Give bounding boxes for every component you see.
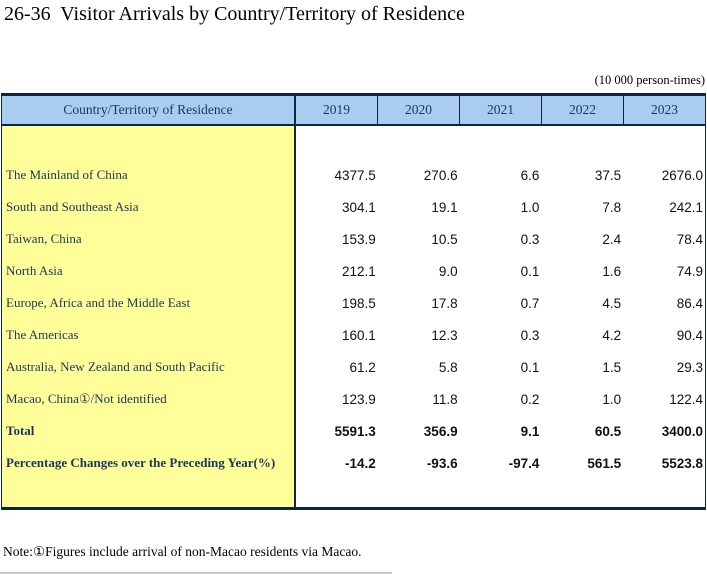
value-cell: 0.7 xyxy=(520,295,540,311)
table-row: North Asia 212.1 9.0 0.1 1.6 74.9 xyxy=(2,255,705,287)
unit-note: (10 000 person-times) xyxy=(594,73,705,87)
table-row: The Americas 160.1 12.3 0.3 4.2 90.4 xyxy=(2,319,705,351)
value-cell: 86.4 xyxy=(676,295,703,311)
column-header-2022: 2022 xyxy=(542,96,624,124)
row-label-cell xyxy=(2,479,296,507)
value-cell: 61.2 xyxy=(349,359,376,375)
value-cell: 1.0 xyxy=(602,391,622,407)
row-label: North Asia xyxy=(2,255,296,287)
spacer-row-bottom xyxy=(2,479,705,507)
value-cell xyxy=(623,479,705,507)
row-label: Percentage Changes over the Preceding Ye… xyxy=(2,447,296,479)
value-cell xyxy=(296,126,378,159)
value-cell: 270.6 xyxy=(423,167,458,183)
value-cell: 78.4 xyxy=(676,231,703,247)
row-label: South and Southeast Asia xyxy=(2,191,296,223)
value-cell: 198.5 xyxy=(342,295,376,311)
value-cell: -97.4 xyxy=(508,455,540,471)
table-body: The Mainland of China 4377.5 270.6 6.6 3… xyxy=(2,126,705,510)
table-row: Macao, China①/Not identified 123.9 11.8 … xyxy=(2,383,705,415)
value-cell: 123.9 xyxy=(342,391,376,407)
value-cell: 212.1 xyxy=(342,263,376,279)
value-cell: 0.3 xyxy=(520,327,540,343)
value-cell: 1.5 xyxy=(602,359,622,375)
value-cell: 29.3 xyxy=(676,359,703,375)
footnote: Note:①Figures include arrival of non-Mac… xyxy=(3,544,362,559)
row-label: Europe, Africa and the Middle East xyxy=(2,287,296,319)
value-cell: 153.9 xyxy=(342,231,376,247)
value-cell: 11.8 xyxy=(432,391,458,407)
value-cell xyxy=(378,126,460,159)
value-cell: 17.8 xyxy=(431,295,458,311)
value-cell: 9.1 xyxy=(520,423,540,439)
value-cell: 5591.3 xyxy=(334,423,376,439)
value-cell xyxy=(623,126,705,159)
value-cell: 0.2 xyxy=(520,391,540,407)
value-cell: 5523.8 xyxy=(661,455,703,471)
value-cell: -14.2 xyxy=(345,455,376,471)
value-cell: 2.4 xyxy=(602,231,622,247)
value-cell xyxy=(378,479,460,507)
value-cell: 12.3 xyxy=(431,327,458,343)
row-label: Taiwan, China xyxy=(2,223,296,255)
value-cell: 37.5 xyxy=(594,167,622,183)
value-cell xyxy=(460,126,542,159)
value-cell: 9.0 xyxy=(438,263,458,279)
row-label: The Mainland of China xyxy=(2,159,296,191)
column-header-2023: 2023 xyxy=(651,102,678,117)
row-label: Macao, China①/Not identified xyxy=(2,383,296,415)
value-cell: 242.1 xyxy=(669,199,703,215)
value-cell: 0.1 xyxy=(520,359,540,375)
value-cell: 4.2 xyxy=(602,327,622,343)
table-row: Europe, Africa and the Middle East 198.5… xyxy=(2,287,705,319)
value-cell: 0.1 xyxy=(520,263,540,279)
value-cell: 5.8 xyxy=(438,359,458,375)
next-content-sliver xyxy=(0,572,392,574)
value-cell: 90.4 xyxy=(676,327,703,343)
value-cell: 2676.0 xyxy=(661,167,703,183)
value-cell: 6.6 xyxy=(520,167,540,183)
value-cell: 122.4 xyxy=(669,391,703,407)
value-cell: 304.1 xyxy=(342,199,376,215)
row-label: The Americas xyxy=(2,319,296,351)
column-header-2019: 2019 xyxy=(296,96,378,124)
row-label-cell xyxy=(2,126,296,159)
value-cell: 4.5 xyxy=(602,295,622,311)
table-row: Taiwan, China 153.9 10.5 0.3 2.4 78.4 xyxy=(2,223,705,255)
value-cell: 356.9 xyxy=(423,423,458,439)
value-cell: 19.1 xyxy=(431,199,458,215)
value-cell: 1.6 xyxy=(602,263,622,279)
table-header-row: Country/Territory of Residence 2019 2020… xyxy=(2,93,705,126)
value-cell: 3400.0 xyxy=(661,423,703,439)
value-cell: 561.5 xyxy=(587,455,622,471)
value-cell: 1.0 xyxy=(520,199,540,215)
value-cell xyxy=(541,126,623,159)
table-row: South and Southeast Asia 304.1 19.1 1.0 … xyxy=(2,191,705,223)
value-cell: 160.1 xyxy=(342,327,376,343)
value-cell: 7.8 xyxy=(602,199,622,215)
value-cell: 10.5 xyxy=(431,231,458,247)
row-label: Total xyxy=(2,415,296,447)
column-header-2021: 2021 xyxy=(460,96,542,124)
visitor-arrivals-table: Country/Territory of Residence 2019 2020… xyxy=(1,93,706,510)
row-label: Australia, New Zealand and South Pacific xyxy=(2,351,296,383)
spacer-row-top xyxy=(2,126,705,159)
table-row: Percentage Changes over the Preceding Ye… xyxy=(2,447,705,479)
value-cell xyxy=(541,479,623,507)
value-cell: 4377.5 xyxy=(334,167,376,183)
table-row: Australia, New Zealand and South Pacific… xyxy=(2,351,705,383)
value-cell xyxy=(296,479,378,507)
value-cell: 74.9 xyxy=(676,263,703,279)
column-header-2020: 2020 xyxy=(378,96,460,124)
value-cell: 0.3 xyxy=(520,231,540,247)
column-header-residence: Country/Territory of Residence xyxy=(2,96,296,124)
value-cell: -93.6 xyxy=(426,455,458,471)
value-cell: 60.5 xyxy=(594,423,622,439)
value-cell xyxy=(460,479,542,507)
table-row: Total 5591.3 356.9 9.1 60.5 3400.0 xyxy=(2,415,705,447)
table-row: The Mainland of China 4377.5 270.6 6.6 3… xyxy=(2,159,705,191)
page-title: 26-36 Visitor Arrivals by Country/Territ… xyxy=(4,3,465,25)
